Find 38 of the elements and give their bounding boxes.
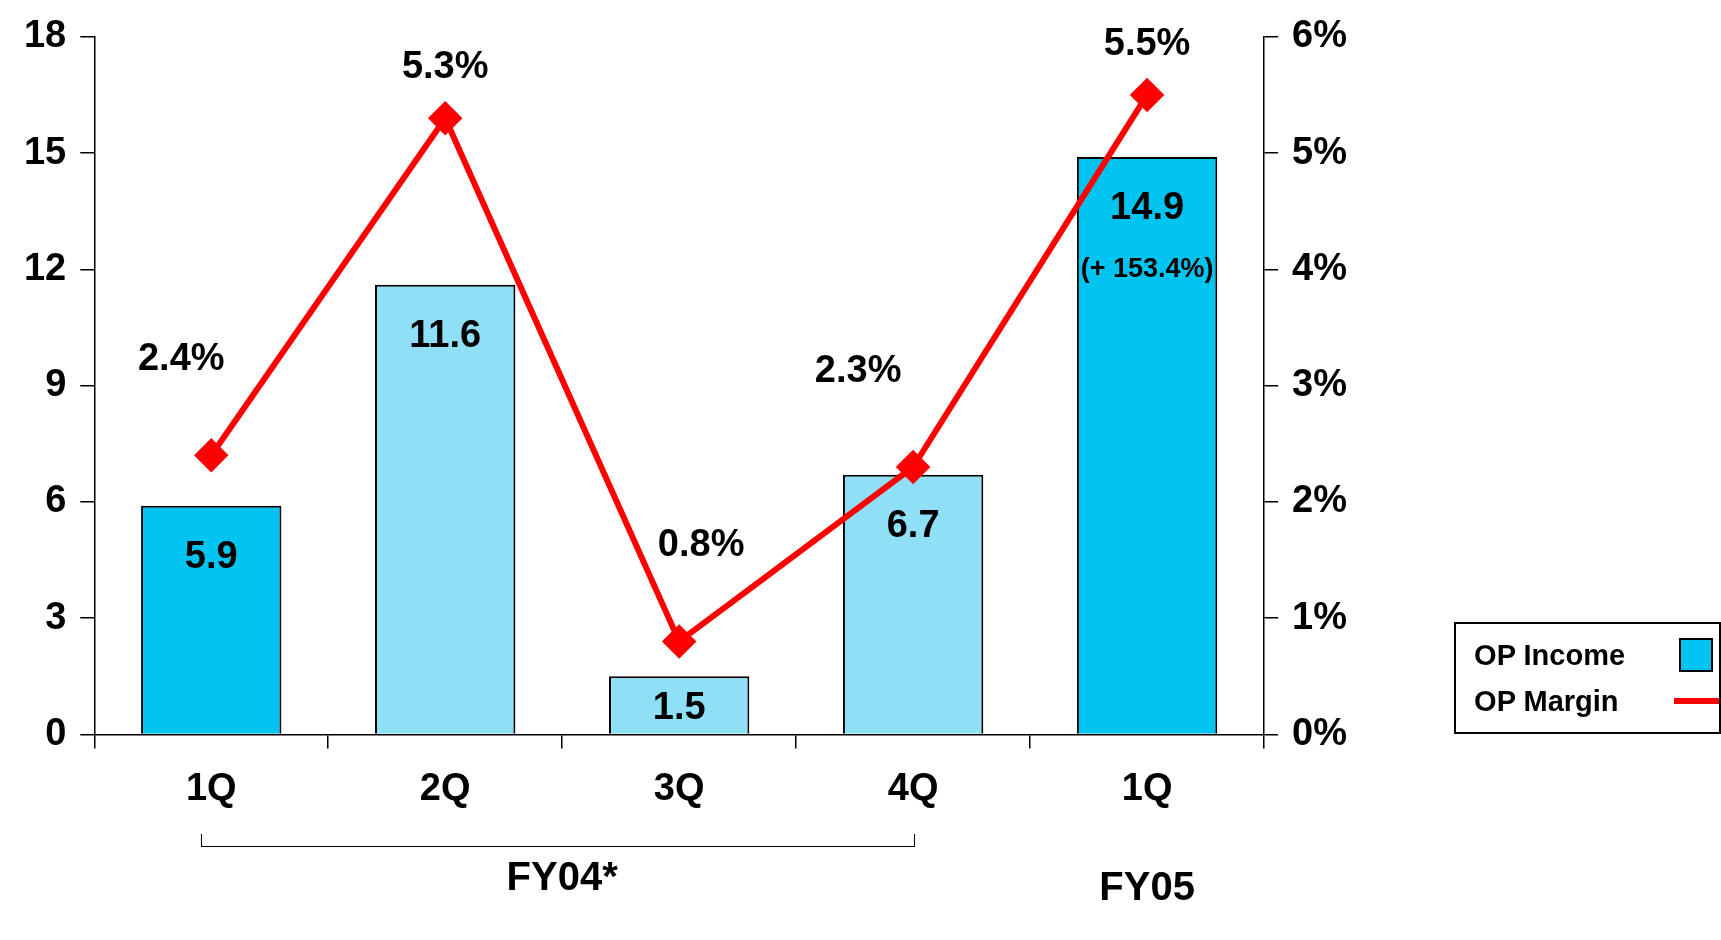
x-tick-label: 2Q bbox=[419, 765, 471, 808]
y2-tick-label: 2% bbox=[1292, 478, 1347, 521]
x-tick-label: 3Q bbox=[653, 765, 705, 808]
data-label: 14.9 (+ 153.4%) bbox=[1080, 184, 1214, 283]
data-label: 6.7 bbox=[886, 502, 940, 545]
point bbox=[897, 450, 930, 483]
data-label: 11.6 bbox=[409, 312, 482, 355]
x-tick-label: 1Q bbox=[1121, 765, 1173, 808]
y-tick-label: 15 bbox=[23, 129, 67, 172]
data-label: 5.5% bbox=[1103, 20, 1191, 63]
point bbox=[429, 102, 462, 135]
y2-tick-label: 1% bbox=[1292, 594, 1347, 637]
text: FY05 bbox=[1099, 864, 1195, 910]
data-label: 5.9 bbox=[184, 533, 238, 576]
data-label: 0.8% bbox=[657, 522, 745, 565]
y2-tick-label: 0% bbox=[1292, 710, 1347, 753]
data-label: 1.5 bbox=[652, 684, 706, 727]
legend-label: OP Margin bbox=[1474, 684, 1620, 718]
x-tick-label: 4Q bbox=[887, 765, 939, 808]
y-tick-label: 12 bbox=[23, 245, 67, 288]
y-tick-label: 6 bbox=[45, 478, 67, 521]
x-tick-label: 1Q bbox=[185, 765, 237, 808]
data-label: 2.4% bbox=[137, 336, 225, 379]
y2-tick-label: 4% bbox=[1292, 245, 1347, 288]
data-label: 2.3% bbox=[814, 347, 902, 390]
data-label: 5.3% bbox=[401, 44, 489, 87]
legend-label: OP Income bbox=[1474, 638, 1627, 672]
y-tick-label: 0 bbox=[45, 710, 67, 753]
y-tick-label: 3 bbox=[45, 594, 67, 637]
point bbox=[663, 625, 696, 658]
y2-tick-label: 6% bbox=[1292, 13, 1347, 56]
point bbox=[195, 439, 228, 472]
text: FY04* bbox=[506, 854, 618, 900]
point bbox=[1131, 78, 1164, 111]
y-tick-label: 18 bbox=[23, 13, 67, 56]
y2-tick-label: 5% bbox=[1292, 129, 1347, 172]
y-tick-label: 9 bbox=[45, 362, 67, 405]
y2-tick-label: 3% bbox=[1292, 362, 1347, 405]
